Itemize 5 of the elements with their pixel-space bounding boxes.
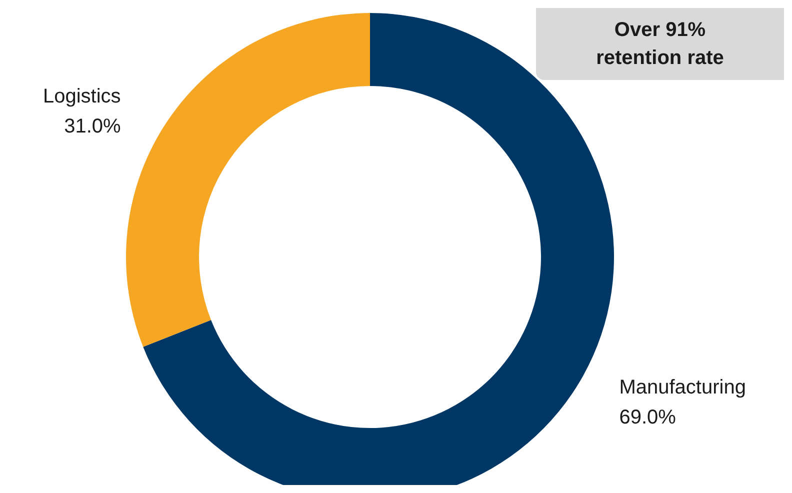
data-label: 69.0% [619, 406, 676, 429]
data-label: 31.0% [64, 115, 121, 138]
slice-label: Logistics [42, 85, 121, 108]
slice-label: Manufacturing [619, 376, 746, 399]
text: Over 91% retention rate [596, 19, 724, 69]
